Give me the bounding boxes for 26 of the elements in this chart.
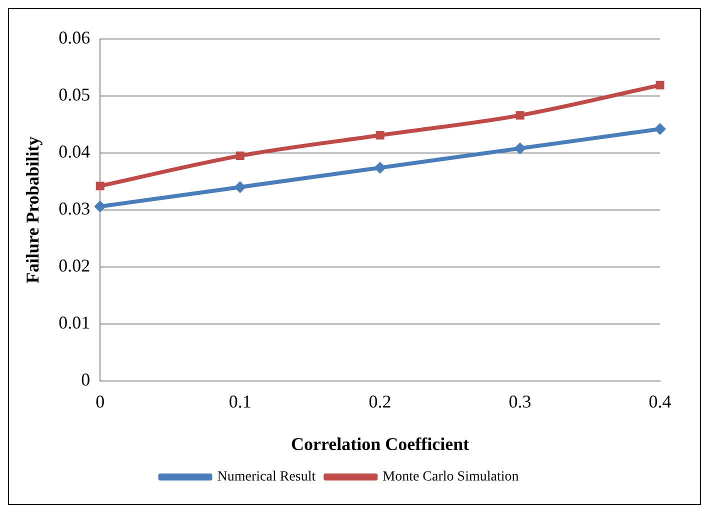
x-tick-label: 0.1	[228, 391, 252, 412]
point	[236, 152, 244, 160]
point	[234, 181, 246, 194]
point	[374, 162, 386, 174]
legend-label: Monte Carlo Simulation	[382, 470, 519, 485]
point	[94, 200, 106, 212]
point	[514, 142, 526, 154]
y-tick-label: 0.05	[58, 84, 90, 105]
y-tick-label: 0.01	[58, 312, 90, 333]
y-tick-label: 0.06	[58, 28, 90, 48]
point	[656, 80, 664, 90]
point	[516, 111, 524, 120]
legend-label: Numerical Result	[217, 470, 316, 485]
x-tick-label: 0.4	[648, 391, 672, 412]
x-axis-title: Correlation Coefficient	[290, 434, 470, 454]
x-tick-label: 0.2	[368, 391, 392, 412]
y-axis-title: Failure Probability	[22, 136, 42, 284]
x-tick-label: 0.3	[508, 391, 532, 412]
y-tick-label: 0	[81, 370, 90, 390]
y-tick-label: 0.02	[58, 256, 90, 276]
point	[654, 123, 666, 136]
x-tick-label: 0	[96, 391, 105, 412]
y-tick-label: 0.03	[58, 198, 90, 219]
y-tick-label: 0.04	[58, 142, 90, 162]
point	[376, 131, 384, 140]
point	[96, 182, 104, 190]
